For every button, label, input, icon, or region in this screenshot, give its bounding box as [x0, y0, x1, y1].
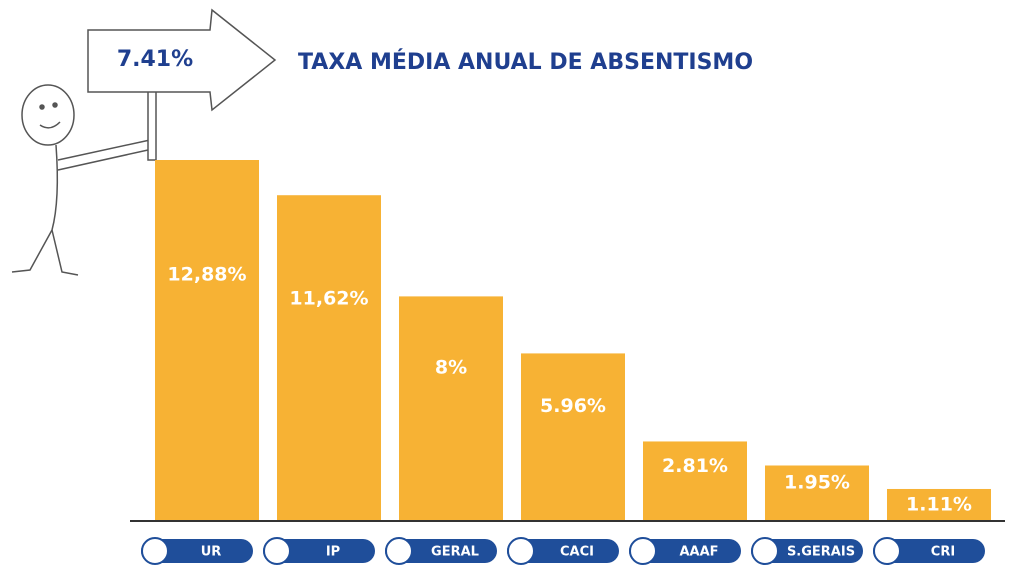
bar — [765, 465, 869, 520]
x-tick-label: CACI — [560, 545, 594, 560]
category-icon — [873, 537, 901, 565]
bar — [399, 296, 503, 520]
category-icon — [385, 537, 413, 565]
x-tick-label: UR — [201, 545, 222, 560]
sign: 7.41% — [87, 8, 277, 161]
value-label: 12,88% — [167, 264, 246, 286]
category-icon — [507, 537, 535, 565]
value-label: 5.96% — [540, 395, 606, 417]
category-pill — [263, 539, 375, 563]
category-icon — [263, 537, 291, 565]
value-label: 1.95% — [784, 471, 850, 493]
bar — [643, 441, 747, 520]
bar — [155, 160, 259, 520]
bar — [277, 195, 381, 520]
category-pill — [385, 539, 497, 563]
x-tick-label: AAAF — [679, 545, 718, 560]
category-pill — [141, 539, 253, 563]
category-pill — [507, 539, 619, 563]
stick-figure — [11, 84, 151, 276]
x-tick-label: CRI — [931, 545, 955, 560]
bar — [887, 488, 991, 520]
category-icon — [141, 537, 169, 565]
category-pill — [873, 539, 985, 563]
annotation: 7.41% — [117, 47, 193, 72]
bar — [521, 353, 625, 520]
category-icon — [629, 537, 657, 565]
x-tick-label: IP — [326, 545, 340, 560]
x-tick-label: GERAL — [431, 545, 479, 560]
category-pill — [751, 539, 863, 563]
value-label: 8% — [435, 356, 467, 378]
category-pill — [629, 539, 741, 563]
chart-title: TAXA MÉDIA ANUAL DE ABSENTISMO — [298, 49, 753, 75]
category-icon — [751, 537, 779, 565]
x-tick-label: S.GERAIS — [787, 545, 855, 560]
value-label: 1.11% — [906, 493, 972, 515]
value-label: 11,62% — [289, 288, 368, 310]
value-label: 2.81% — [662, 455, 728, 477]
